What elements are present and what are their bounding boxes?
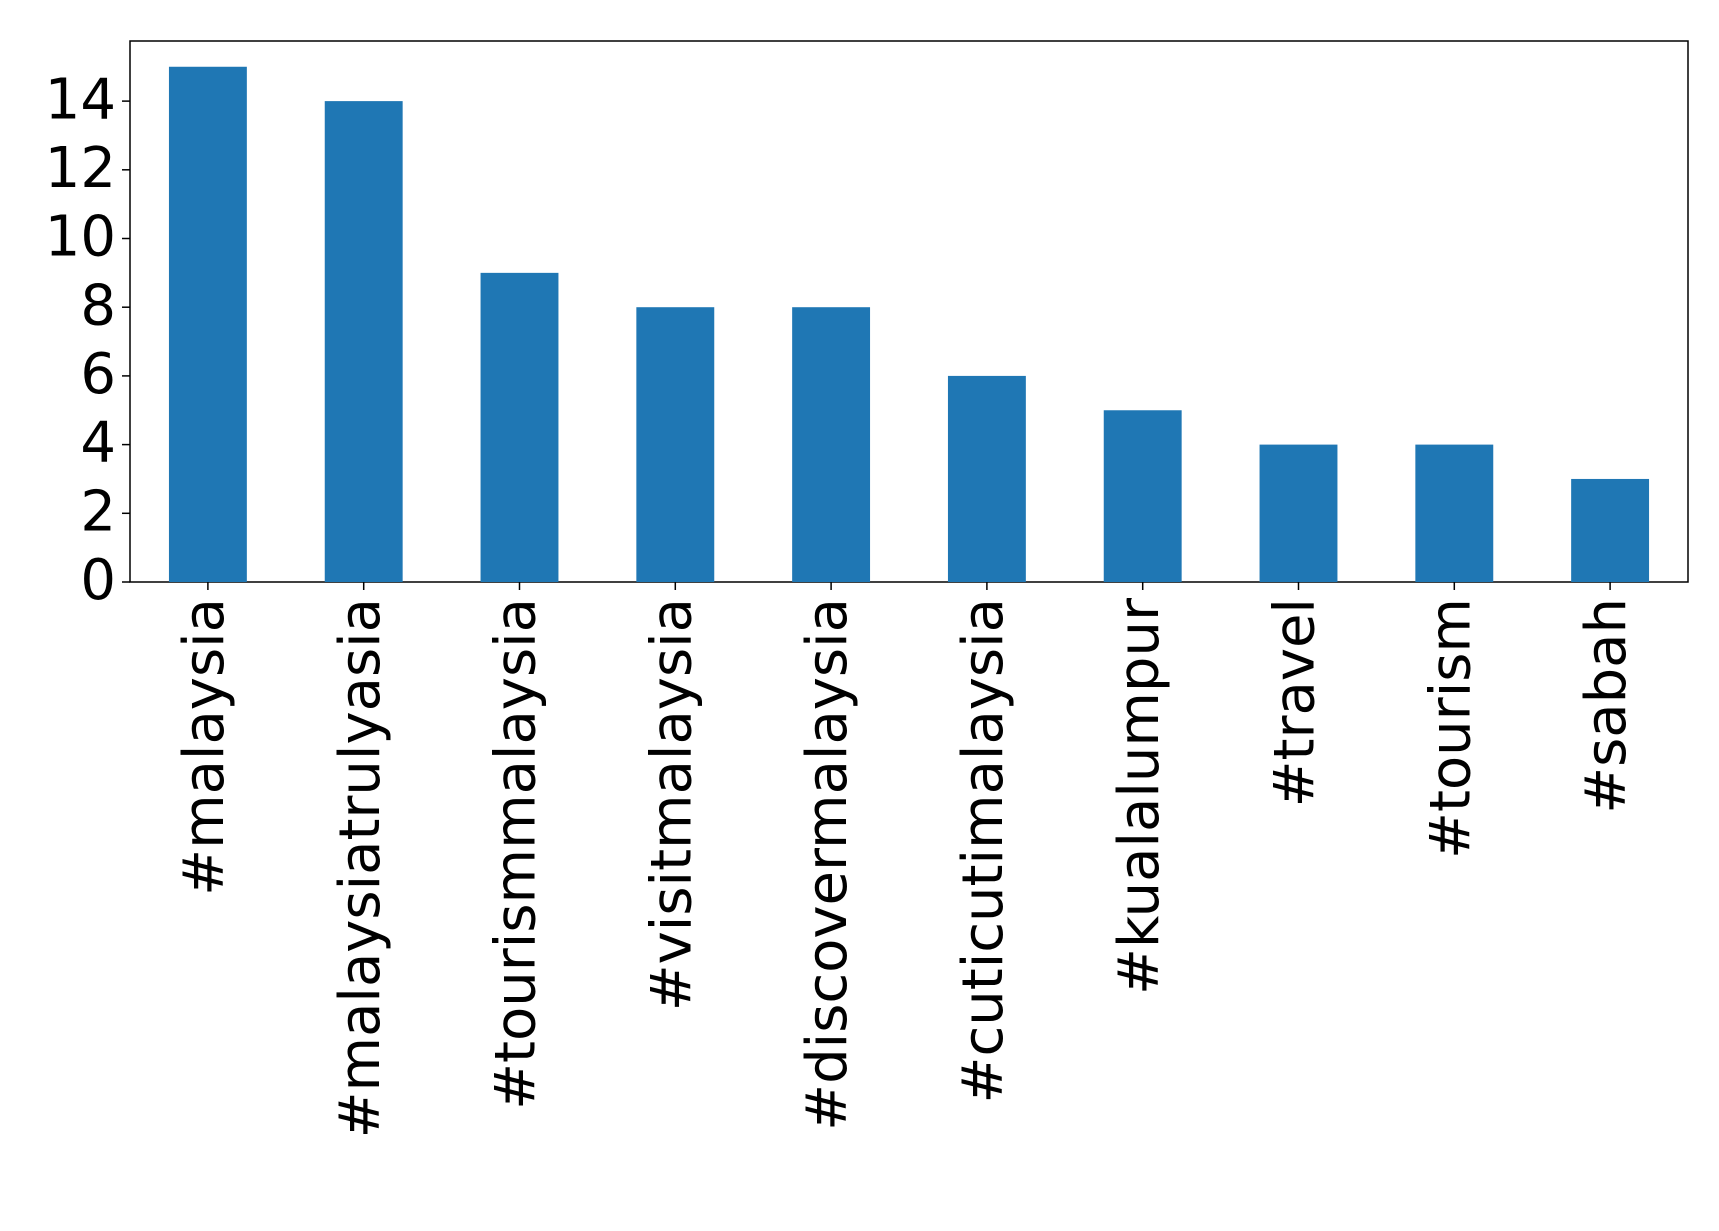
bar	[1259, 444, 1338, 582]
y-tick-label: 6	[80, 342, 116, 407]
bar	[1571, 478, 1650, 582]
bar	[168, 66, 247, 582]
y-tick-label: 0	[80, 548, 116, 613]
bar	[1103, 410, 1182, 582]
plot-frame	[129, 40, 1689, 583]
bar	[636, 307, 715, 582]
y-tick-label: 4	[80, 411, 116, 476]
bar	[947, 375, 1026, 582]
bar	[1415, 444, 1494, 582]
x-tick-label: #kualalumpur	[1107, 597, 1172, 995]
y-tick-label: 10	[45, 205, 116, 270]
y-tick-label: 2	[80, 479, 116, 544]
bar	[324, 101, 403, 582]
x-tick-label: #malaysiatrulyasia	[328, 598, 393, 1138]
x-tick-label: #travel	[1263, 598, 1328, 807]
bar	[792, 307, 871, 582]
x-tick-label: #malaysia	[172, 598, 237, 896]
y-tick-label: 14	[45, 67, 116, 132]
x-tick-label: #sabah	[1574, 598, 1639, 814]
y-tick-label: 8	[80, 273, 116, 338]
x-tick-label: #visitmalaysia	[639, 598, 704, 1011]
x-tick-label: #tourismmalaysia	[484, 598, 549, 1110]
x-tick-label: #cuticutimalaysia	[951, 598, 1016, 1103]
x-tick-label: #discovermalaysia	[795, 598, 860, 1131]
bar	[480, 272, 559, 582]
y-tick-label: 12	[45, 136, 116, 201]
x-tick-label: #tourism	[1418, 598, 1483, 859]
